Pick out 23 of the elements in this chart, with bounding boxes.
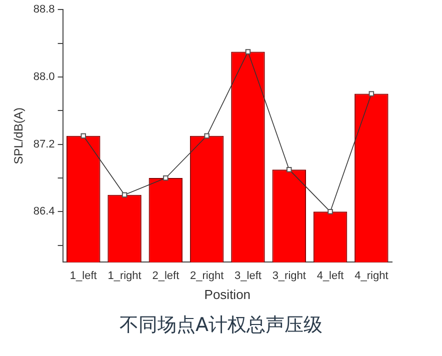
x-tick-label: 4_right [354,270,388,282]
x-tick-label: 2_left [152,270,180,282]
y-tick-label: 87.2 [33,138,55,150]
point [328,209,333,214]
point [163,175,168,181]
x-tick-label: 1_right [108,270,142,282]
x-tick-label: 4_left [316,270,344,282]
y-tick-label: 86.4 [33,206,55,218]
y-tick-label: 88.8 [33,4,55,16]
y-axis-title: SPL/dB(A) [12,108,26,164]
y-tick-label: 88.0 [33,70,55,83]
x-axis-title: Position [204,286,251,302]
x-tick-label: 1_left [70,270,97,282]
point [80,133,86,139]
point [368,91,374,96]
x-tick-label: 3_right [272,270,306,282]
point [286,166,292,172]
point [204,133,210,139]
point [245,49,251,54]
x-tick-label: 2_right [190,270,224,282]
point [122,192,128,198]
text: 不同场点A计权总声压级 [118,313,324,338]
x-tick-label: 3_left [234,270,262,282]
